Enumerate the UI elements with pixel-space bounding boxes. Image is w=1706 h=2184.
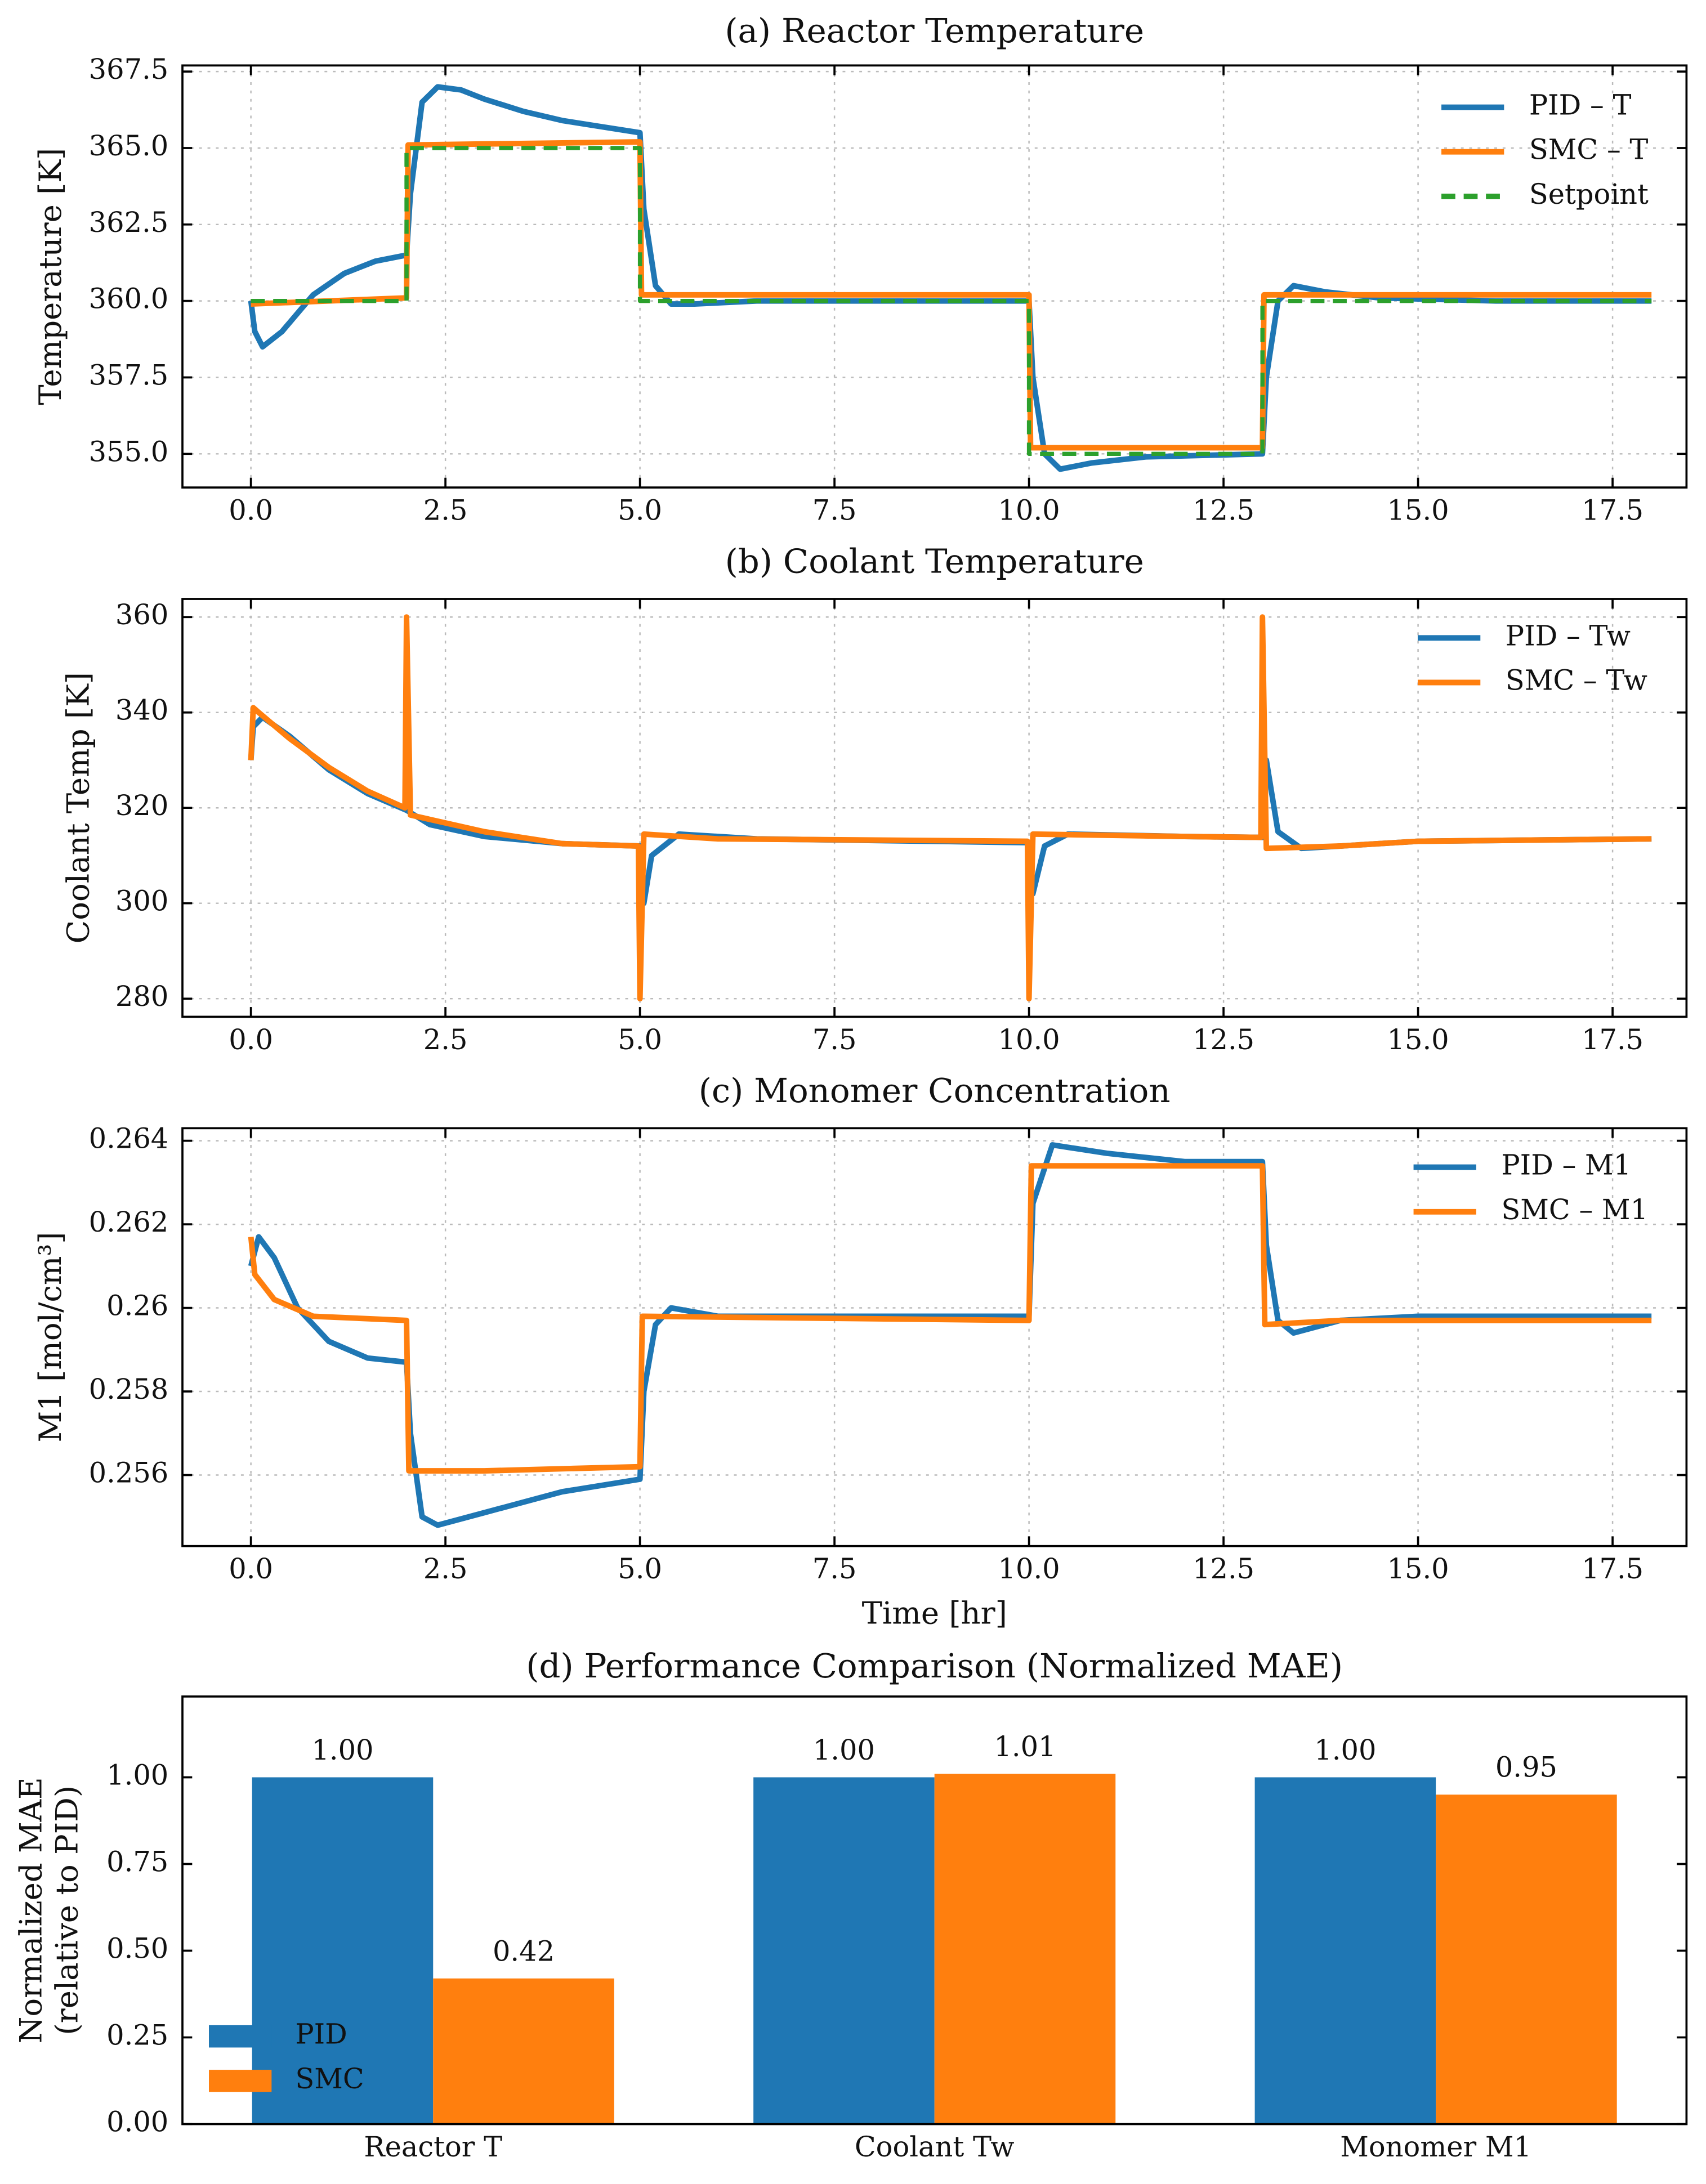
plot-frame <box>181 1695 1688 2125</box>
x-tick-label: 15.0 <box>1387 494 1449 527</box>
y-tick-label: 0.256 <box>89 1456 169 1489</box>
plot-frame <box>181 1127 1688 1547</box>
y-tick-label: 1.00 <box>106 1758 168 1791</box>
legend-label: PID <box>295 2018 347 2051</box>
x-tick-label: 0.0 <box>229 1023 273 1056</box>
y-tick-label: 340 <box>115 694 168 727</box>
y-tick-label: 280 <box>115 980 168 1013</box>
y-tick-label: 0.25 <box>106 2019 168 2052</box>
y-axis-label: (relative to PID) <box>49 1785 85 2035</box>
y-tick-label: 362.5 <box>89 206 169 239</box>
bar-value-label: 1.00 <box>813 1734 875 1766</box>
bar-value-label: 1.00 <box>311 1734 373 1766</box>
x-tick-label: 7.5 <box>812 494 857 527</box>
bar <box>252 1777 434 2124</box>
x-tick-label: 5.0 <box>618 1023 662 1056</box>
x-axis-label: Time [hr] <box>862 1595 1007 1631</box>
y-tick-label: 357.5 <box>89 359 169 391</box>
bar <box>1254 1777 1436 2124</box>
bar-value-label: 0.42 <box>493 1935 555 1967</box>
x-tick-label: 12.5 <box>1193 1552 1254 1585</box>
chart-title: (d) Performance Comparison (Normalized M… <box>526 1647 1343 1686</box>
series-line <box>248 84 1652 472</box>
y-tick-label: 360 <box>115 598 168 631</box>
legend-label: PID – T <box>1529 89 1632 122</box>
subplot: (c) Monomer Concentration M1 [mol/cm³] 0.2… <box>32 1072 1688 1631</box>
legend-label: Setpoint <box>1529 178 1649 211</box>
series-line <box>248 1142 1652 1528</box>
subplot: (b) Coolant Temperature Coolant Temp [K] 2… <box>60 543 1688 1056</box>
bar <box>433 1978 614 2124</box>
y-tick-label: 300 <box>115 885 168 918</box>
x-tick-label: 17.5 <box>1582 1023 1644 1056</box>
y-tick-label: 0.262 <box>89 1206 169 1238</box>
x-tick-label: 12.5 <box>1193 1023 1254 1056</box>
bar-value-label: 1.00 <box>1314 1734 1376 1766</box>
x-tick-label: 2.5 <box>423 1552 468 1585</box>
x-tick-label: 15.0 <box>1387 1552 1449 1585</box>
x-tick-label: 10.0 <box>998 494 1060 527</box>
y-axis-label: Temperature [K] <box>32 148 68 405</box>
series-line <box>248 714 1652 906</box>
legend-label: SMC – Tw <box>1506 664 1647 696</box>
y-tick-label: 0.75 <box>106 1846 168 1878</box>
subplot: (a) Reactor Temperature Temperature [K] 35… <box>32 12 1688 527</box>
x-tick-label: 10.0 <box>998 1023 1060 1056</box>
chart-title: (a) Reactor Temperature <box>725 12 1144 51</box>
y-tick-label: 0.264 <box>89 1122 169 1155</box>
y-tick-label: 360.0 <box>89 283 169 315</box>
x-tick-label: 17.5 <box>1582 494 1644 527</box>
x-tick-label: 10.0 <box>998 1552 1060 1585</box>
y-tick-label: 0.50 <box>106 1932 168 1965</box>
y-tick-label: 365.0 <box>89 129 169 162</box>
x-tick-label: 2.5 <box>423 1023 468 1056</box>
series-line <box>251 146 1652 457</box>
x-tick-label: 0.0 <box>229 494 273 527</box>
y-axis-label: Normalized MAE <box>12 1777 48 2043</box>
plot-frame <box>181 64 1688 489</box>
x-tick-label: 7.5 <box>812 1552 857 1585</box>
y-tick-label: 0.258 <box>89 1373 169 1406</box>
x-tick-label: 0.0 <box>229 1552 273 1585</box>
series-line <box>248 614 1652 1002</box>
plot-frame <box>181 598 1688 1018</box>
series-line <box>248 1163 1652 1474</box>
legend-swatch <box>209 2070 272 2092</box>
y-tick-label: 0.00 <box>106 2106 168 2138</box>
chart-title: (b) Coolant Temperature <box>725 543 1144 581</box>
y-tick-label: 0.26 <box>106 1290 168 1322</box>
bar <box>934 1774 1116 2124</box>
bar-value-label: 1.01 <box>994 1730 1056 1763</box>
bar <box>1436 1794 1617 2124</box>
legend-label: SMC – T <box>1529 133 1649 166</box>
x-tick-label: 7.5 <box>812 1023 857 1056</box>
series-line <box>251 139 1652 451</box>
y-tick-label: 355.0 <box>89 435 169 468</box>
bar <box>753 1777 935 2124</box>
subplot: (d) Performance Comparison (Normalized M… <box>12 1647 1688 2163</box>
x-tick-label: 17.5 <box>1582 1552 1644 1585</box>
bar-value-label: 0.95 <box>1495 1751 1557 1784</box>
x-tick-label: 12.5 <box>1193 494 1254 527</box>
x-tick-label: 5.0 <box>618 1552 662 1585</box>
y-axis-label: Coolant Temp [K] <box>60 672 96 943</box>
y-axis-label: M1 [mol/cm³] <box>32 1232 68 1442</box>
x-tick-label: 15.0 <box>1387 1023 1449 1056</box>
legend-label: PID – M1 <box>1501 1149 1631 1181</box>
legend-label: SMC <box>295 2062 364 2095</box>
y-tick-label: 367.5 <box>89 53 169 86</box>
legend-label: SMC – M1 <box>1501 1193 1648 1226</box>
x-tick-label: 5.0 <box>618 494 662 527</box>
x-tick-label: Coolant Tw <box>855 2131 1015 2163</box>
x-tick-label: Reactor T <box>364 2131 502 2163</box>
chart-title: (c) Monomer Concentration <box>699 1072 1171 1111</box>
x-tick-label: 2.5 <box>423 494 468 527</box>
x-tick-label: Monomer M1 <box>1340 2131 1531 2163</box>
legend-swatch <box>209 2025 272 2048</box>
y-tick-label: 320 <box>115 789 168 822</box>
legend-label: PID – Tw <box>1506 619 1631 652</box>
